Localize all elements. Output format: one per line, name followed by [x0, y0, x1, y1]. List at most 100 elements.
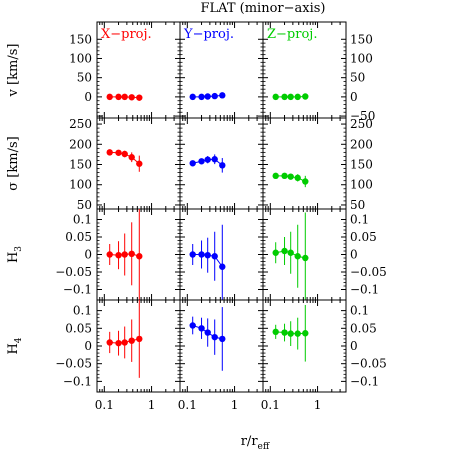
data-point: [219, 263, 226, 270]
y-tick-label-left: 100: [69, 178, 92, 192]
y-tick-label-right: 100: [350, 51, 373, 65]
data-point: [219, 92, 226, 99]
data-point: [136, 94, 143, 101]
data-point: [211, 156, 218, 163]
y-axis-label-row-0: v [km/s]: [6, 44, 21, 98]
data-point: [294, 174, 301, 182]
data-point: [136, 335, 143, 343]
panel-r0-c2: Z−proj.: [262, 21, 347, 119]
y-tick-label-left: 0: [84, 339, 92, 353]
data-point: [272, 328, 279, 336]
data-point: [219, 335, 226, 343]
y-tick-label-left: 150: [69, 32, 92, 46]
data-point: [204, 156, 211, 163]
data-point: [106, 339, 113, 346]
y-tick-label-left: 0.1: [73, 304, 92, 318]
y-tick-label-right: −0.1: [350, 283, 379, 297]
projection-label-2: Z−proj.: [267, 27, 317, 42]
data-point: [302, 254, 309, 262]
data-point: [189, 322, 196, 329]
panel-frame: [262, 117, 347, 210]
data-point: [106, 149, 113, 156]
data-point: [287, 93, 294, 101]
y-tick-label-right: 50: [350, 198, 365, 212]
y-axis-label-main: σ [km/s]: [6, 136, 21, 190]
panel-r3-c0: 0.1 1: [95, 299, 181, 412]
data-point: [281, 172, 288, 180]
data-point: [272, 249, 279, 256]
data-point: [115, 339, 122, 347]
y-tick-label-right: −0.05: [350, 265, 387, 279]
data-point: [281, 247, 288, 255]
y-tick-label-left: 150: [69, 158, 92, 172]
y-axis-label-main: H: [6, 343, 21, 354]
data-point: [189, 251, 196, 258]
y-axis-label-row-3: H4: [6, 337, 24, 354]
y-axis-label-row-1: σ [km/s]: [6, 136, 21, 190]
data-point: [189, 160, 196, 167]
y-axis-label-sub: 4: [14, 337, 24, 343]
y-tick-label-right: 0.05: [350, 230, 377, 244]
data-point: [287, 173, 294, 180]
data-point: [198, 93, 205, 101]
data-point: [128, 94, 135, 101]
x-tick-label: 0.1: [95, 398, 114, 412]
y-tick-label-left: 0.05: [65, 321, 92, 335]
projection-label-0: X−proj.: [101, 27, 152, 42]
x-tick-label: 0.1: [261, 398, 280, 412]
data-point: [115, 149, 122, 156]
data-point: [189, 93, 196, 101]
y-tick-label-right: −0.1: [350, 374, 379, 388]
x-tick-label: 1: [314, 398, 322, 412]
panel-r1-c0: [96, 117, 181, 210]
y-tick-label-right: 150: [350, 32, 373, 46]
panel-r2-c0: [96, 208, 181, 301]
data-point: [121, 251, 128, 258]
data-point: [198, 251, 205, 258]
projection-label-1: Y−proj.: [183, 27, 234, 42]
data-point: [204, 252, 211, 259]
data-point: [302, 178, 309, 185]
data-point: [287, 249, 294, 256]
data-point: [106, 251, 113, 258]
y-tick-label-left: 0.05: [65, 230, 92, 244]
data-point: [128, 337, 135, 344]
data-point: [302, 330, 309, 337]
y-axis-label-row-2: H3: [6, 246, 24, 263]
data-point: [121, 150, 128, 158]
data-point: [128, 154, 135, 161]
y-axis-label-sub: 3: [14, 246, 24, 252]
y-tick-label-right: 250: [350, 117, 373, 131]
x-axis-label: r/reff: [241, 434, 270, 452]
panel-r0-c0: X−proj.: [96, 21, 181, 119]
data-point: [204, 93, 211, 100]
panel-frame: [262, 299, 347, 393]
data-point: [115, 93, 122, 101]
data-point: [198, 325, 205, 332]
y-tick-label-right: 0.05: [350, 321, 377, 335]
y-tick-label-left: −0.05: [55, 357, 92, 371]
data-point: [136, 160, 143, 167]
panel-frame: [179, 299, 264, 393]
data-point: [302, 93, 309, 100]
x-tick-label: 0.1: [178, 398, 197, 412]
x-tick-label: 1: [231, 398, 239, 412]
y-tick-label-left: 250: [69, 117, 92, 131]
data-point: [204, 329, 211, 336]
x-axis-label-sub: eff: [258, 442, 270, 452]
data-point: [211, 253, 218, 260]
y-tick-label-left: −0.05: [55, 265, 92, 279]
data-point: [272, 93, 279, 101]
data-point: [294, 330, 301, 337]
y-tick-label-right: 0: [350, 248, 358, 262]
x-axis-label-main: r/r: [241, 434, 259, 449]
y-tick-label-left: 200: [69, 137, 92, 151]
data-point: [287, 330, 294, 337]
y-tick-label-left: 100: [69, 51, 92, 65]
y-tick-label-left: −0.1: [63, 374, 92, 388]
y-tick-label-left: −0.1: [63, 283, 92, 297]
y-tick-label-right: 50: [350, 71, 365, 85]
panel-grid: X−proj. Y−proj. Z−proj.050100150−500501001…: [55, 21, 387, 412]
panel-r3-c1: 0.1 1: [178, 299, 264, 412]
